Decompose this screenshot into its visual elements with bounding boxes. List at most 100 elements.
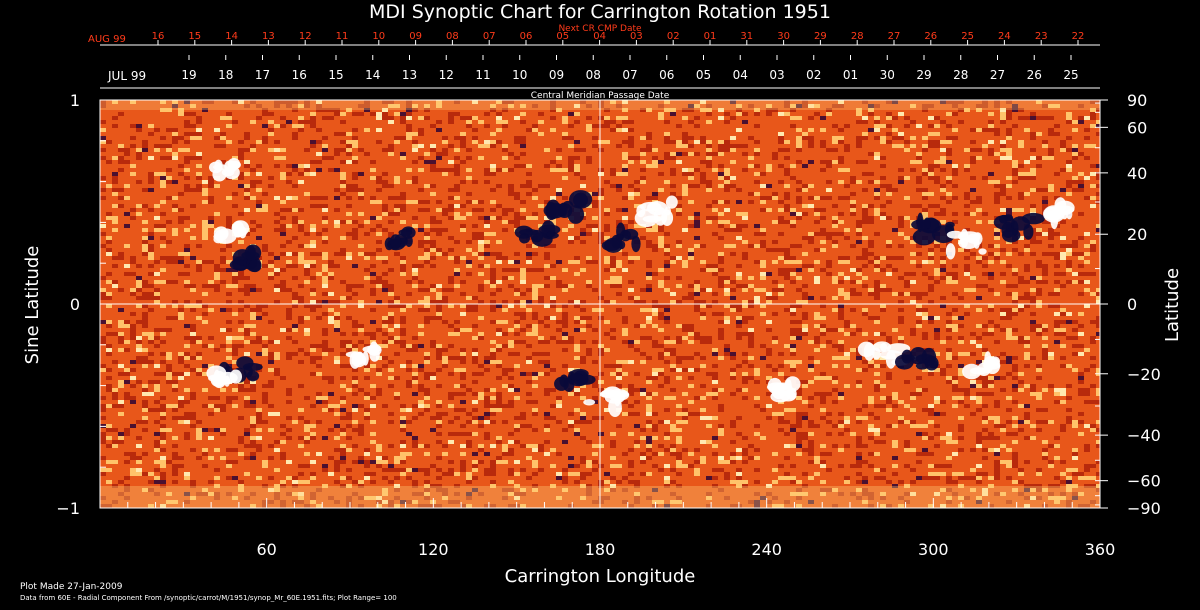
cmp-date: 04 <box>733 68 748 82</box>
plot-made-date: Plot Made 27-Jan-2009 <box>20 582 123 592</box>
data-source-note: Data from 60E - Radial Component From /s… <box>20 594 397 602</box>
next-cr-date: 01 <box>704 31 717 42</box>
x-tick-label: 240 <box>751 540 782 559</box>
active-region-positive <box>972 232 983 246</box>
active-region-positive <box>978 248 987 255</box>
active-region-negative <box>546 231 555 238</box>
next-cr-date: 30 <box>777 31 790 42</box>
y-axis-right: 90 60 40 20 0 −20 −40 −60 −90 <box>1095 91 1161 518</box>
y-left-tick-label: 1 <box>70 91 80 110</box>
next-cr-date: 29 <box>814 31 827 42</box>
active-region-negative <box>1001 228 1021 243</box>
cmp-month: JUL 99 <box>107 69 146 83</box>
cmp-date: 02 <box>806 68 821 82</box>
x-axis: 60 120 180 240 300 360 <box>127 498 1116 559</box>
y-right-tick-label: 60 <box>1127 118 1147 137</box>
x-axis-label: Carrington Longitude <box>505 566 696 587</box>
x-tick-label: 120 <box>418 540 449 559</box>
cmp-date: 07 <box>622 68 637 82</box>
active-region-negative <box>894 354 914 370</box>
y-axis-left: 1 0 −1 <box>56 91 106 518</box>
active-region-negative <box>246 370 260 382</box>
active-region-positive <box>223 165 240 180</box>
active-region-negative <box>558 202 568 217</box>
next-cr-date: 07 <box>483 31 496 42</box>
cmp-date: 01 <box>843 68 858 82</box>
active-region-positive <box>604 386 621 397</box>
cmp-date: 19 <box>181 68 196 82</box>
active-region-negative <box>242 362 263 372</box>
cmp-date: 11 <box>475 68 490 82</box>
next-cr-date: 02 <box>667 31 680 42</box>
active-region-negative <box>554 376 569 391</box>
cmp-date: 29 <box>916 68 931 82</box>
active-region-positive <box>213 235 224 244</box>
active-region-positive <box>857 341 875 357</box>
cmp-date: 14 <box>365 68 380 82</box>
y-right-tick-label: −20 <box>1127 365 1161 384</box>
next-cr-date: 11 <box>336 31 349 42</box>
y-right-tick-label: 90 <box>1127 91 1147 110</box>
y-right-tick-label: 20 <box>1127 225 1147 244</box>
active-region-negative <box>622 228 639 240</box>
active-region-negative <box>244 244 262 262</box>
next-cr-date: 23 <box>1035 31 1048 42</box>
cmp-date: 27 <box>990 68 1005 82</box>
next-cr-date: 27 <box>888 31 901 42</box>
active-region-positive <box>583 399 596 406</box>
next-cr-month: AUG 99 <box>88 34 126 45</box>
active-region-positive <box>1054 197 1067 214</box>
y-left-tick-label: −1 <box>56 499 80 518</box>
y-right-tick-label: −40 <box>1127 426 1161 445</box>
y-left-tick-label: 0 <box>70 295 80 314</box>
active-region-positive <box>369 341 379 355</box>
next-cr-date: 28 <box>851 31 864 42</box>
cmp-date: 06 <box>659 68 674 82</box>
cmp-date: 08 <box>586 68 601 82</box>
x-tick-label: 180 <box>585 540 616 559</box>
next-cr-date: 10 <box>372 31 385 42</box>
x-tick-label: 360 <box>1085 540 1116 559</box>
next-cr-date: 08 <box>446 31 459 42</box>
cmp-date: 17 <box>255 68 270 82</box>
cmp-date: 25 <box>1063 68 1078 82</box>
chart-title: MDI Synoptic Chart for Carrington Rotati… <box>369 1 831 23</box>
active-region-positive <box>229 369 243 384</box>
next-cr-label: Next CR CMP Date <box>558 24 642 34</box>
next-cr-date: 24 <box>998 31 1011 42</box>
active-region-positive <box>210 373 226 387</box>
active-region-positive <box>784 376 801 392</box>
active-region-positive <box>634 209 659 228</box>
active-region-positive <box>208 161 223 174</box>
next-cr-date: 25 <box>961 31 974 42</box>
cmp-date: 15 <box>328 68 343 82</box>
active-region-negative <box>924 355 939 371</box>
cmp-date: 26 <box>1027 68 1042 82</box>
active-region-negative <box>398 237 408 244</box>
next-cr-date: 31 <box>740 31 753 42</box>
active-region-negative <box>931 225 956 244</box>
active-region-negative <box>1021 212 1045 225</box>
x-tick-label: 60 <box>256 540 276 559</box>
cmp-date: 05 <box>696 68 711 82</box>
next-cr-date: 16 <box>152 31 165 42</box>
cmp-date: 28 <box>953 68 968 82</box>
y-right-tick-label: 0 <box>1127 295 1137 314</box>
cmp-date: 09 <box>549 68 564 82</box>
active-region-positive <box>233 231 242 238</box>
next-cr-date: 15 <box>188 31 201 42</box>
cmp-label: Central Meridian Passage Date <box>531 91 670 101</box>
next-cr-date: 14 <box>225 31 238 42</box>
next-cr-date: 04 <box>593 31 606 42</box>
next-cr-date: 12 <box>299 31 312 42</box>
cmp-date: 03 <box>769 68 784 82</box>
active-region-positive <box>970 367 988 375</box>
next-cr-date: 22 <box>1072 31 1085 42</box>
active-region-positive <box>771 382 786 400</box>
active-region-positive <box>355 351 365 365</box>
map-noise <box>100 100 1100 508</box>
active-region-negative <box>390 234 402 249</box>
next-cr-dates: 16 15 14 13 12 11 10 09 08 07 06 05 04 03 02 01 31 30 29 28… <box>152 31 1085 45</box>
y-right-tick-label: −60 <box>1127 472 1161 491</box>
